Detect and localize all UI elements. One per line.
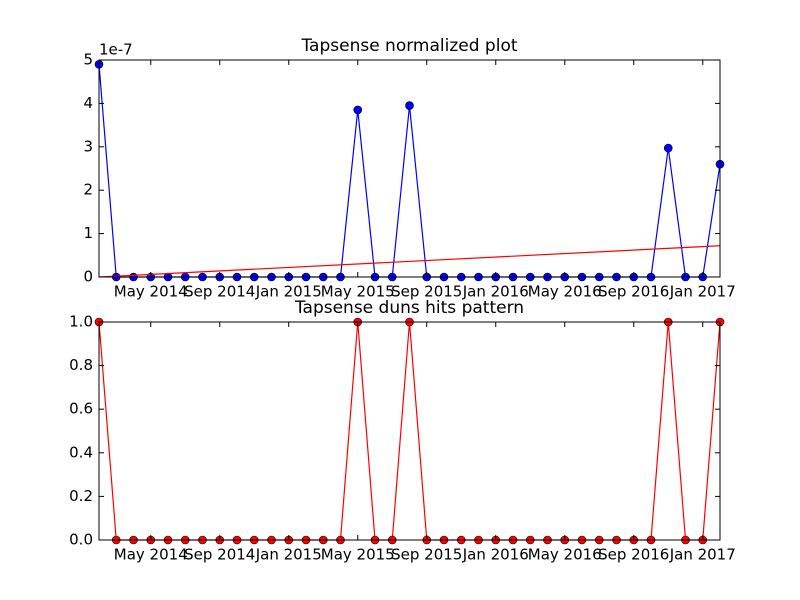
x-tick-label: May 2014 (114, 283, 188, 301)
x-tick-label: Sep 2015 (391, 283, 462, 301)
x-tick-label: May 2016 (528, 283, 602, 301)
x-tick-label: Jan 2016 (462, 546, 529, 564)
y-tick-label: 0.8 (69, 356, 93, 374)
x-tick-label: Sep 2014 (184, 546, 255, 564)
y-tick-label: 4 (83, 94, 93, 112)
x-tick-label: Sep 2015 (391, 546, 462, 564)
axes-frame (98, 321, 721, 541)
x-tick-label: Jan 2015 (255, 546, 322, 564)
marker (663, 143, 673, 153)
x-tick-label: May 2015 (321, 546, 395, 564)
x-tick-label: May 2015 (321, 283, 395, 301)
y-tick-label: 0.6 (69, 400, 93, 418)
marker (405, 101, 414, 110)
marker (353, 105, 363, 115)
y-tick-label: 2 (83, 181, 93, 199)
series-line (98, 64, 721, 278)
axes-frame (98, 59, 721, 278)
y-tick-label: 3 (83, 137, 93, 155)
series-line (98, 245, 721, 278)
series-line (98, 321, 721, 541)
chart-title: Tapsense normalized plot (300, 36, 517, 56)
y-tick-label: 0.0 (69, 531, 93, 549)
x-tick-label: Sep 2014 (184, 283, 255, 301)
x-tick-label: Jan 2015 (255, 283, 322, 301)
y-tick-label: 1 (83, 224, 93, 242)
x-tick-label: May 2016 (528, 546, 602, 564)
y-tick-label: 0 (83, 268, 93, 286)
offset-label: 1e-7 (99, 41, 133, 59)
y-tick-label: 0.2 (69, 487, 93, 505)
x-tick-label: Jan 2016 (462, 283, 529, 301)
x-tick-label: Sep 2016 (598, 546, 669, 564)
x-tick-label: May 2014 (114, 546, 188, 564)
x-tick-label: Jan 2017 (669, 283, 736, 301)
y-tick-label: 0.4 (69, 443, 93, 461)
chart-title: Tapsense duns hits pattern (294, 298, 524, 318)
y-tick-label: 5 (83, 51, 93, 69)
x-tick-label: Jan 2017 (669, 546, 736, 564)
y-tick-label: 1.0 (69, 313, 93, 331)
x-tick-label: Sep 2016 (598, 283, 669, 301)
